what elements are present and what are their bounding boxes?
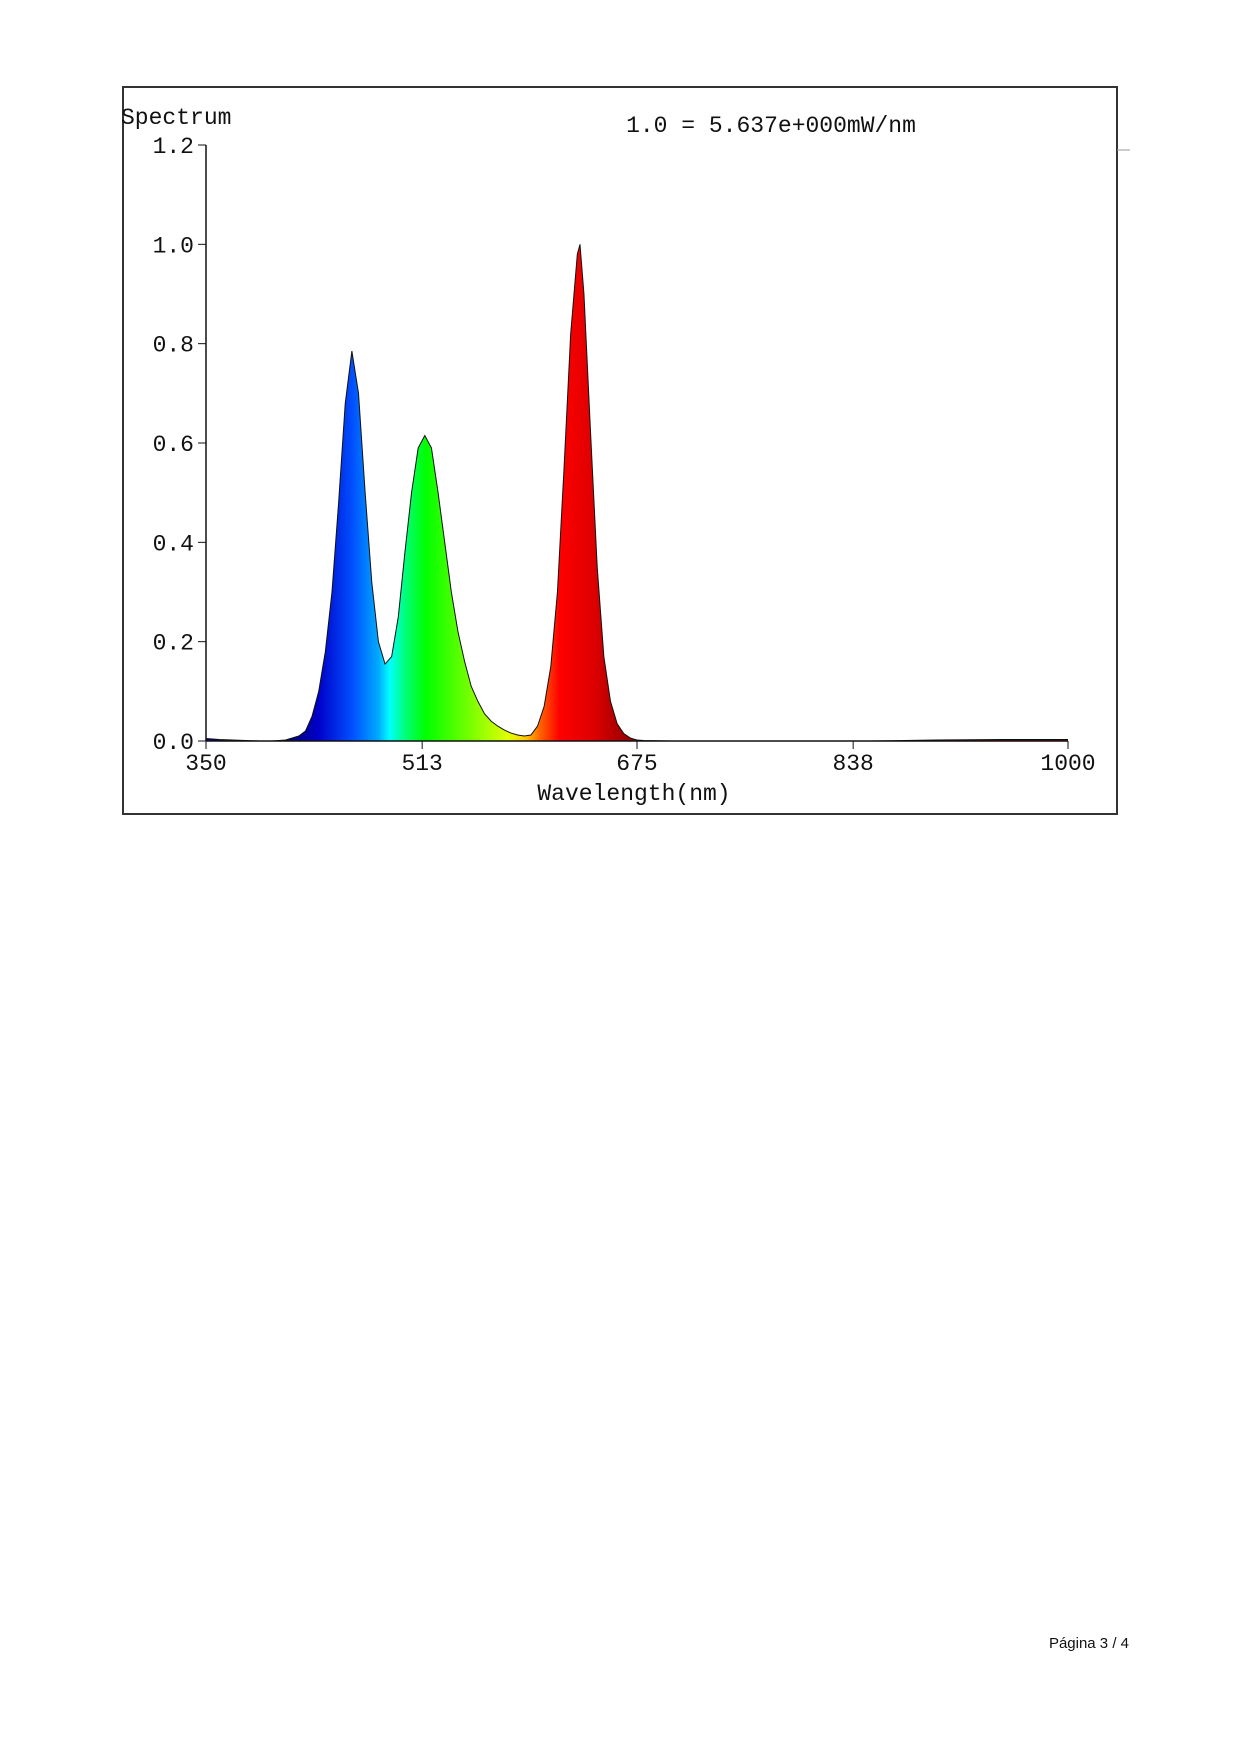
chart-frame	[122, 86, 1118, 815]
x-tick-label: 1000	[1040, 751, 1095, 777]
y-tick-label: 1.0	[153, 233, 194, 259]
spectrum-line	[205, 244, 1068, 742]
y-tick-label: 0.8	[153, 333, 194, 359]
y-tick-label: 0.0	[153, 730, 194, 756]
x-tick-label: 838	[832, 751, 873, 777]
chart-title: Spectrum	[121, 105, 231, 131]
x-tick-label: 350	[185, 751, 226, 777]
x-axis-label: Wavelength(nm)	[537, 781, 730, 807]
y-tick-label: 0.4	[153, 531, 194, 557]
x-tick-label: 513	[401, 751, 442, 777]
y-tick-label: 0.2	[153, 631, 194, 657]
y-tick-label: 0.6	[153, 432, 194, 458]
spectrum-area	[206, 244, 1068, 741]
x-tick-label: 675	[616, 751, 657, 777]
annotation: 1.0 = 5.637e+000mW/nm	[626, 113, 916, 139]
y-tick-label: 1.2	[153, 134, 194, 160]
page-number: Página 3 / 4	[1049, 1635, 1129, 1652]
